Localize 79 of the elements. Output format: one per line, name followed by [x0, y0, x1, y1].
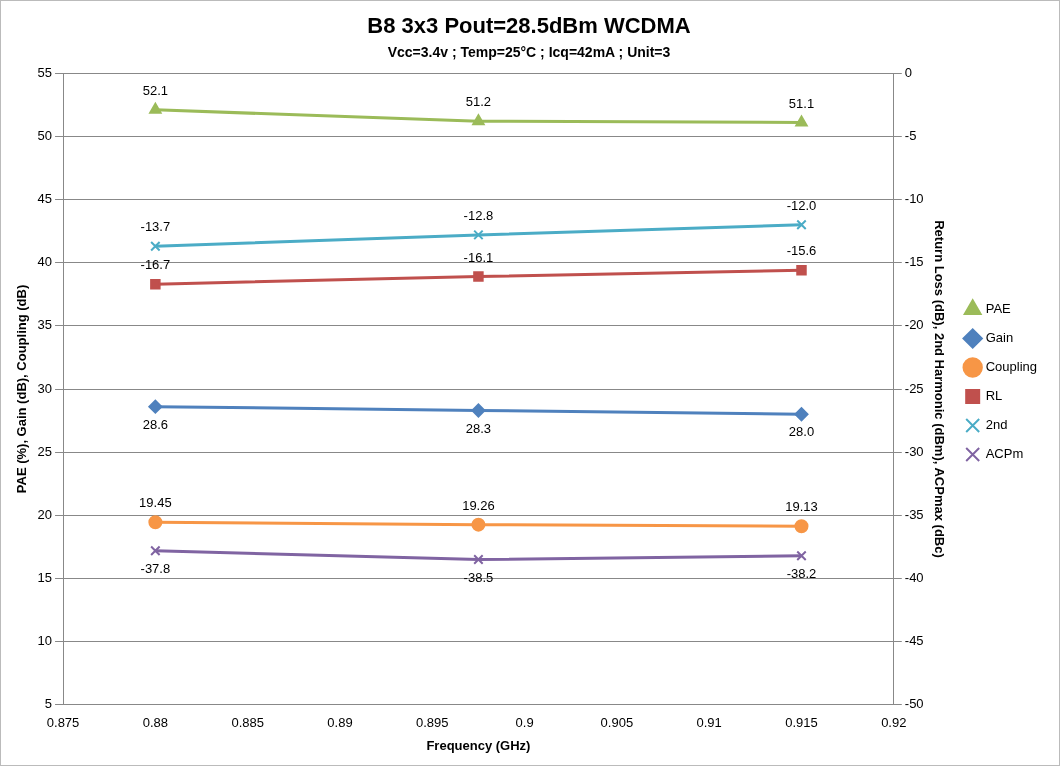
x-tick-label: 0.91: [696, 715, 722, 731]
data-label: 19.13: [785, 499, 818, 515]
y-tick-label: 10: [37, 633, 53, 649]
point: [796, 219, 807, 231]
legend-label: Gain: [985, 330, 1014, 346]
data-label: 51.1: [788, 95, 815, 111]
y-tick-label: 25: [37, 443, 53, 459]
y2-tick-label: 0: [904, 64, 913, 80]
y-tick-label: 45: [37, 191, 53, 207]
chart-title: B8 3x3 Pout=28.5dBm WCDMA: [367, 13, 691, 39]
data-label: 19.26: [462, 497, 495, 513]
y2-tick-label: -35: [904, 506, 924, 522]
point: [149, 102, 162, 114]
point: [794, 407, 809, 422]
point: [796, 265, 807, 276]
x-tick-label: 0.915: [785, 715, 818, 731]
data-label: -37.8: [140, 560, 171, 576]
y-tick-label: 55: [37, 64, 53, 80]
data-label: -38.2: [786, 565, 817, 581]
data-label: -12.0: [786, 197, 817, 213]
point: [473, 229, 484, 241]
point: [473, 271, 484, 282]
legend-label: Coupling: [985, 359, 1038, 375]
data-label: -13.7: [140, 219, 171, 235]
legend-label: RL: [985, 388, 1003, 404]
data-label: 19.45: [139, 495, 172, 511]
y-tick-label: 35: [37, 317, 53, 333]
y-tick-label: 15: [37, 570, 53, 586]
point: [150, 241, 161, 252]
y-tick-label: 40: [37, 254, 53, 270]
data-label: 28.0: [788, 424, 815, 440]
x-tick-label: 0.875: [46, 715, 80, 731]
point: [150, 278, 161, 290]
x-axis-title: Frequency (GHz): [426, 737, 531, 753]
y-axis-title: PAE (%), Gain (dB), Coupling (dB): [14, 284, 30, 494]
legend-label: ACPm: [985, 446, 1024, 462]
x-tick-label: 0.89: [327, 715, 353, 731]
data-label: -12.8: [463, 207, 494, 223]
x-tick-label: 0.92: [881, 715, 907, 731]
point: [148, 515, 163, 530]
legend-label: 2nd: [985, 417, 1008, 433]
point: [148, 399, 163, 414]
data-label: 52.1: [142, 82, 169, 98]
x-tick-label: 0.9: [515, 715, 534, 731]
y2-tick-label: -50: [904, 696, 924, 712]
point: [794, 519, 809, 534]
point: [796, 550, 807, 561]
y2-tick-label: -30: [904, 443, 924, 459]
y2-tick-label: -40: [904, 570, 924, 586]
point: [473, 554, 484, 565]
legend-label: PAE: [985, 301, 1012, 317]
x-tick-label: 0.88: [142, 715, 169, 731]
data-label: -16.1: [463, 249, 494, 265]
point: [795, 115, 808, 127]
x-tick-label: 0.885: [231, 715, 264, 731]
y2-axis-title: Return Loss (dB), 2nd Harmonic (dBm), ACPmax (dBc): [931, 220, 947, 558]
point: [471, 517, 486, 532]
data-label: 51.2: [465, 94, 492, 110]
data-label: 28.6: [142, 416, 169, 432]
y-tick-label: 20: [37, 506, 53, 522]
x-tick-label: 0.895: [416, 715, 449, 731]
y2-tick-label: -45: [904, 633, 924, 649]
point: [472, 114, 485, 126]
chart-subtitle: Vcc=3.4v ; Temp=25°C ; Icq=42mA ; Unit=3: [387, 43, 671, 60]
data-label: -16.7: [140, 257, 171, 273]
y-tick-label: 5: [44, 696, 53, 712]
y2-tick-label: -20: [904, 317, 924, 333]
point: [150, 545, 161, 556]
x-tick-label: 0.905: [600, 715, 634, 731]
data-label: 28.3: [465, 420, 492, 436]
y-tick-label: 30: [37, 380, 53, 396]
y2-tick-label: -5: [904, 127, 917, 143]
data-label: -15.6: [786, 243, 817, 259]
data-label: -38.5: [463, 569, 494, 585]
y2-tick-label: -25: [904, 380, 924, 396]
y2-tick-label: -15: [904, 254, 924, 270]
point: [471, 403, 486, 418]
y-tick-label: 50: [37, 127, 53, 143]
y2-tick-label: -10: [904, 191, 924, 207]
